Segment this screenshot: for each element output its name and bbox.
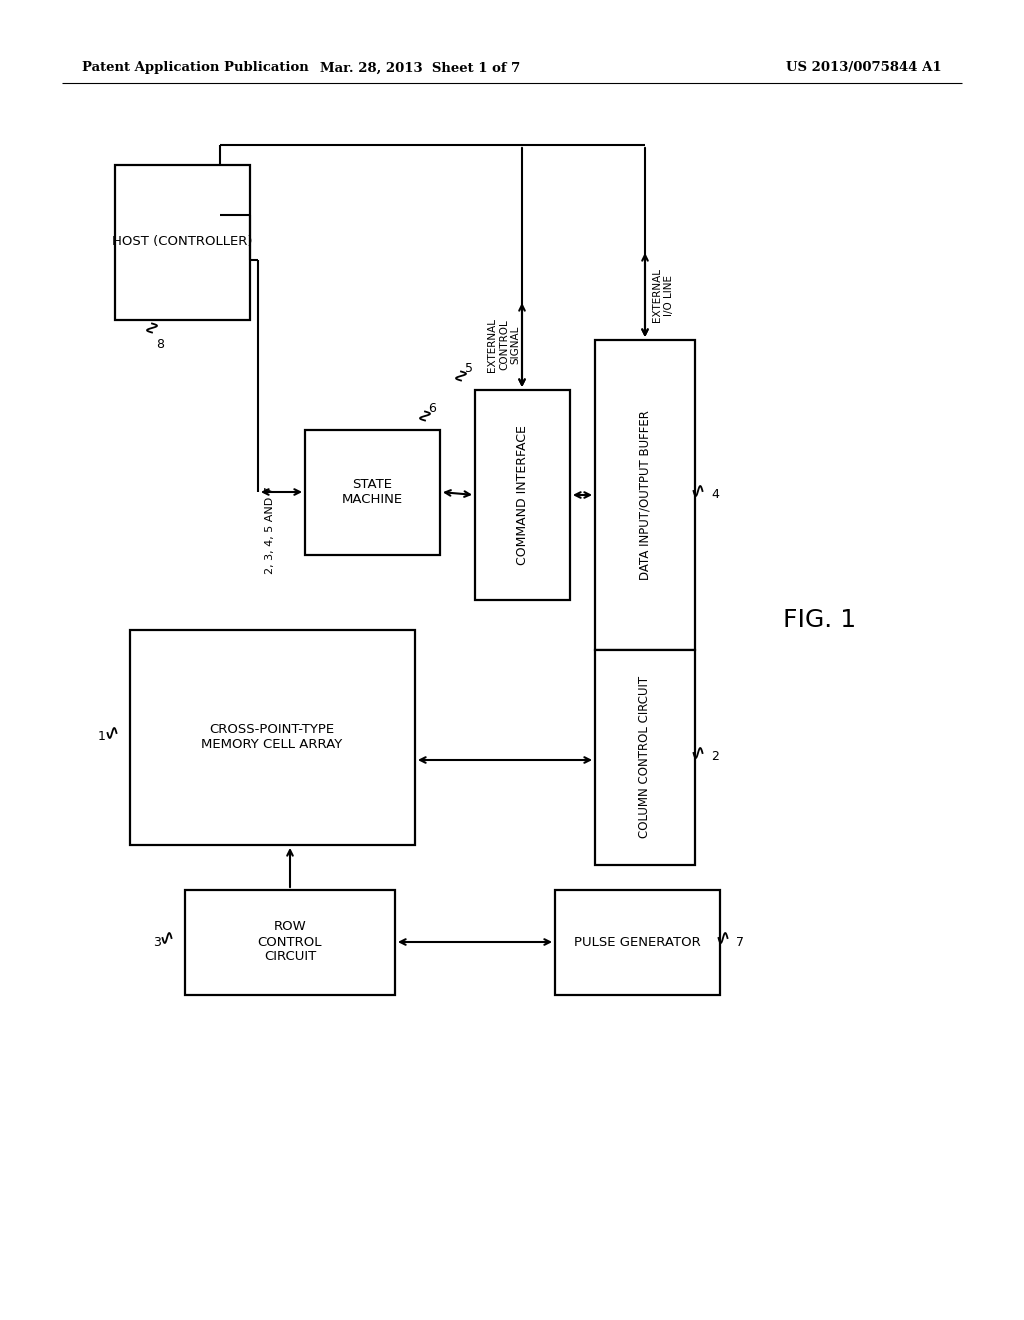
Text: US 2013/0075844 A1: US 2013/0075844 A1 — [786, 62, 942, 74]
Text: 2: 2 — [711, 751, 719, 763]
Text: 5: 5 — [465, 362, 473, 375]
Bar — [130, 630, 415, 845]
Text: PULSE GENERATOR: PULSE GENERATOR — [573, 936, 700, 949]
Text: 7: 7 — [736, 936, 744, 949]
Text: CROSS-POINT-TYPE
MEMORY CELL ARRAY: CROSS-POINT-TYPE MEMORY CELL ARRAY — [202, 723, 343, 751]
Text: 3: 3 — [153, 936, 161, 949]
Bar — [115, 165, 250, 319]
Text: 8: 8 — [156, 338, 164, 351]
Bar — [595, 341, 695, 649]
Text: EXTERNAL
I/O LINE: EXTERNAL I/O LINE — [652, 268, 674, 322]
Bar — [595, 649, 695, 865]
Text: 2, 3, 4, 5 AND 7: 2, 3, 4, 5 AND 7 — [265, 486, 275, 574]
Text: FIG. 1: FIG. 1 — [783, 609, 856, 632]
Bar — [185, 890, 395, 995]
Text: EXTERNAL
CONTROL
SIGNAL: EXTERNAL CONTROL SIGNAL — [487, 318, 520, 372]
Text: 4: 4 — [711, 488, 719, 502]
Bar — [555, 890, 720, 995]
Text: DATA INPUT/OUTPUT BUFFER: DATA INPUT/OUTPUT BUFFER — [639, 411, 651, 579]
Text: COLUMN CONTROL CIRCUIT: COLUMN CONTROL CIRCUIT — [639, 676, 651, 838]
Text: COMMAND INTERFACE: COMMAND INTERFACE — [515, 425, 528, 565]
Text: Patent Application Publication: Patent Application Publication — [82, 62, 309, 74]
Text: 6: 6 — [428, 401, 436, 414]
Bar — [305, 430, 440, 554]
Text: HOST (CONTROLLER): HOST (CONTROLLER) — [112, 235, 252, 248]
Text: Mar. 28, 2013  Sheet 1 of 7: Mar. 28, 2013 Sheet 1 of 7 — [319, 62, 520, 74]
Bar — [475, 389, 570, 601]
Text: STATE
MACHINE: STATE MACHINE — [341, 478, 402, 506]
Text: 1: 1 — [98, 730, 105, 743]
Text: ROW
CONTROL
CIRCUIT: ROW CONTROL CIRCUIT — [258, 920, 323, 964]
